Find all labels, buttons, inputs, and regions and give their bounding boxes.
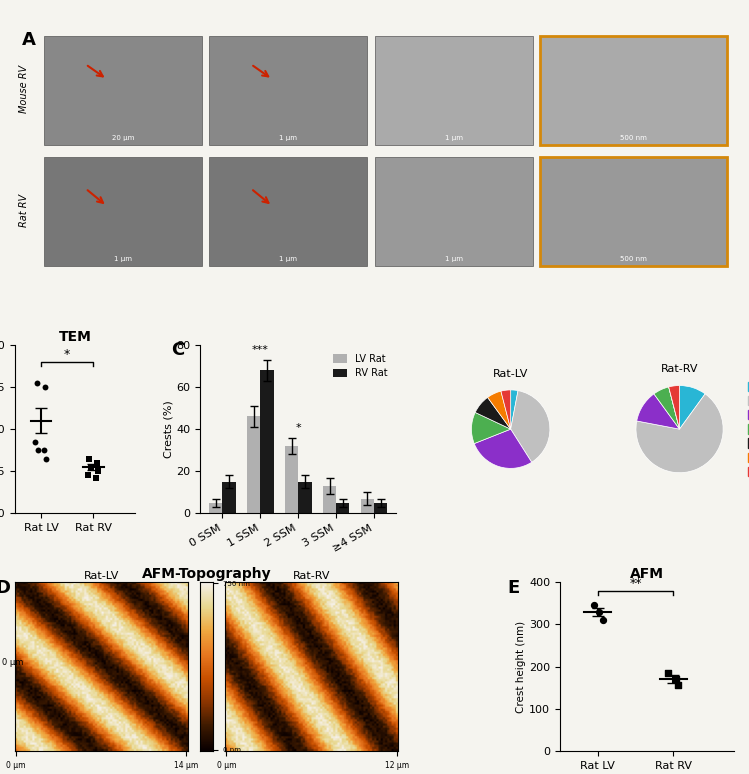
- Point: [672, 680, 684, 692]
- Point: [39, 381, 51, 393]
- Text: Mouse RV: Mouse RV: [19, 65, 28, 113]
- Title: Rat-RV: Rat-RV: [293, 571, 330, 581]
- Text: Rat RV: Rat RV: [19, 194, 28, 227]
- Y-axis label: Crest height (nm): Crest height (nm): [516, 621, 527, 713]
- Wedge shape: [475, 397, 511, 429]
- Text: 1 μm: 1 μm: [114, 256, 132, 262]
- Wedge shape: [501, 390, 511, 429]
- Wedge shape: [669, 385, 679, 429]
- Title: AFM-Topography: AFM-Topography: [142, 567, 271, 581]
- Wedge shape: [511, 391, 550, 462]
- Point: [670, 673, 682, 685]
- Wedge shape: [471, 413, 511, 444]
- Title: Rat-LV: Rat-LV: [493, 369, 528, 379]
- Title: Rat-LV: Rat-LV: [84, 571, 119, 581]
- Title: AFM: AFM: [630, 567, 664, 581]
- FancyBboxPatch shape: [540, 157, 727, 266]
- Text: 1 μm: 1 μm: [279, 135, 297, 141]
- FancyBboxPatch shape: [374, 157, 533, 266]
- FancyBboxPatch shape: [209, 36, 367, 145]
- Bar: [209, 503, 222, 513]
- FancyBboxPatch shape: [209, 157, 367, 266]
- Bar: [336, 503, 350, 513]
- Wedge shape: [488, 391, 511, 429]
- Y-axis label: Crests (%): Crests (%): [163, 400, 174, 458]
- Point: [593, 605, 605, 618]
- Text: ***: ***: [252, 345, 269, 355]
- Point: [91, 457, 103, 469]
- Bar: [261, 370, 273, 513]
- Wedge shape: [669, 387, 679, 429]
- Bar: [323, 486, 336, 513]
- Text: **: **: [629, 577, 642, 591]
- Point: [597, 614, 609, 626]
- Point: [92, 465, 104, 478]
- Bar: [298, 481, 312, 513]
- FancyBboxPatch shape: [374, 36, 533, 145]
- Legend: LV Rat, RV Rat: LV Rat, RV Rat: [329, 350, 392, 382]
- Wedge shape: [669, 387, 679, 429]
- Point: [83, 453, 95, 465]
- Text: 20 μm: 20 μm: [112, 135, 134, 141]
- Wedge shape: [654, 387, 679, 429]
- Wedge shape: [474, 429, 532, 468]
- Text: 1 μm: 1 μm: [445, 135, 463, 141]
- Title: Rat-RV: Rat-RV: [661, 364, 698, 374]
- Text: A: A: [22, 31, 36, 49]
- FancyBboxPatch shape: [43, 157, 202, 266]
- Bar: [285, 446, 298, 513]
- Text: *: *: [295, 423, 301, 433]
- Point: [28, 436, 40, 448]
- Text: *: *: [64, 348, 70, 361]
- Text: E: E: [508, 579, 520, 597]
- Text: 1 μm: 1 μm: [279, 256, 297, 262]
- Point: [82, 469, 94, 481]
- Text: C: C: [171, 341, 184, 359]
- FancyBboxPatch shape: [43, 36, 202, 145]
- Point: [662, 666, 674, 679]
- Title: TEM: TEM: [58, 330, 91, 344]
- Text: 1 μm: 1 μm: [445, 256, 463, 262]
- Point: [32, 444, 44, 457]
- Bar: [374, 503, 387, 513]
- Y-axis label: 0 μm: 0 μm: [1, 657, 23, 666]
- Point: [85, 461, 97, 473]
- Bar: [222, 481, 236, 513]
- Point: [37, 444, 49, 457]
- FancyBboxPatch shape: [540, 36, 727, 145]
- Text: D: D: [0, 579, 10, 597]
- Wedge shape: [511, 390, 518, 429]
- Bar: [361, 498, 374, 513]
- Wedge shape: [679, 385, 705, 429]
- Point: [40, 453, 52, 465]
- Point: [31, 377, 43, 389]
- Point: [588, 599, 600, 611]
- Bar: [247, 416, 261, 513]
- Text: 500 nm: 500 nm: [620, 256, 647, 262]
- Wedge shape: [637, 394, 679, 429]
- Point: [90, 472, 102, 485]
- Wedge shape: [636, 394, 723, 473]
- Legend: 0 SSM / crest, 1 SSM / crest, 2 SSM / crest, 3 SSM / crest, 4 SSM / crest, 5 SSM: 0 SSM / crest, 1 SSM / crest, 2 SSM / cr…: [744, 378, 749, 480]
- Text: 500 nm: 500 nm: [620, 135, 647, 141]
